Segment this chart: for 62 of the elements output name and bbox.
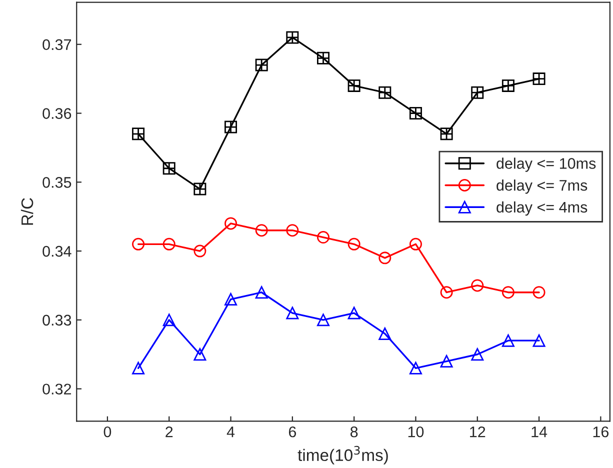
point — [132, 362, 145, 374]
point — [224, 120, 238, 134]
point — [316, 314, 330, 326]
legend-label: delay <= 10ms — [496, 158, 596, 172]
y-tick-label: 0.33 — [42, 314, 72, 326]
x-tick-label: 2 — [166, 426, 173, 438]
point — [286, 224, 299, 237]
y-axis-title: R/C — [20, 198, 34, 225]
point — [348, 238, 360, 250]
point — [532, 286, 546, 299]
point — [316, 52, 330, 64]
point — [502, 286, 514, 299]
point — [440, 355, 453, 368]
x-tick-label: 6 — [288, 426, 296, 438]
point — [502, 334, 514, 347]
point — [471, 348, 484, 361]
point — [194, 182, 206, 196]
point — [378, 327, 392, 340]
point — [316, 231, 330, 244]
point — [348, 79, 360, 92]
point — [255, 224, 268, 237]
point — [440, 128, 453, 140]
x-tick-label: 10 — [408, 426, 424, 438]
point — [224, 293, 238, 306]
point — [378, 86, 392, 99]
x-tick-label: 14 — [532, 426, 548, 438]
point — [194, 348, 206, 361]
x-tick-label: 0 — [104, 426, 112, 438]
point — [409, 238, 422, 250]
point — [532, 334, 546, 347]
point — [409, 362, 422, 374]
point — [194, 244, 206, 258]
point — [409, 107, 422, 120]
y-tick-label: 0.34 — [42, 246, 72, 257]
point — [348, 306, 360, 320]
x-tick-label: 12 — [470, 426, 486, 438]
point — [440, 286, 453, 299]
y-tick-label: 0.37 — [42, 39, 71, 50]
point — [224, 217, 238, 230]
y-tick-label: 0.35 — [42, 177, 72, 188]
x-tick-label: 8 — [350, 426, 358, 438]
y-tick-label: 0.36 — [42, 108, 72, 119]
y-tick-label: 0.32 — [42, 384, 71, 395]
point — [162, 162, 176, 175]
point — [255, 58, 268, 72]
x-tick-label: 4 — [226, 426, 235, 438]
legend-label: delay <= 7ms — [496, 180, 588, 194]
point — [286, 306, 299, 320]
point — [255, 286, 268, 299]
point — [532, 72, 546, 86]
point — [162, 238, 176, 250]
point — [502, 79, 514, 92]
point — [378, 252, 392, 264]
point — [471, 279, 484, 292]
legend-label: delay <= 4ms — [496, 201, 588, 216]
point — [162, 314, 176, 326]
point — [471, 86, 484, 99]
x-tick-label: 16 — [593, 426, 609, 438]
x-axis-title: time(10$^{3}$ms) — [298, 446, 388, 464]
point — [286, 31, 299, 44]
point — [132, 128, 145, 140]
point — [132, 238, 145, 250]
